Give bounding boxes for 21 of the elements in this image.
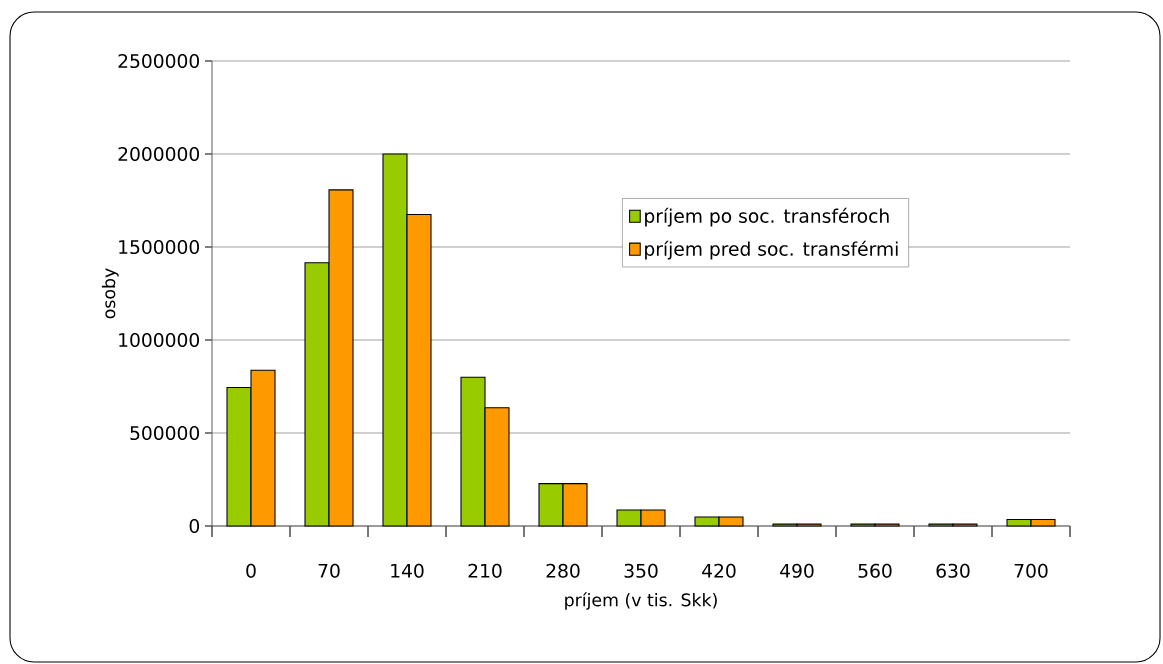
y-tick-label: 2000000	[118, 146, 200, 162]
x-tick-label: 210	[468, 563, 502, 578]
x-tick-label: 140	[391, 563, 424, 578]
x-tick-label: 630	[936, 563, 970, 578]
x-tick-label: 700	[1014, 563, 1048, 578]
y-tick-label: 1500000	[119, 239, 200, 255]
y-tick-label: 500000	[130, 425, 200, 441]
y-tick-label: 0	[189, 518, 200, 534]
y-tick-label: 1000000	[119, 332, 200, 348]
x-tick-label: 350	[624, 563, 658, 578]
legend-label: príjem pred soc. transférmi	[645, 240, 898, 260]
y-axis-title: osoby	[101, 268, 119, 319]
x-tick-label: 490	[780, 563, 814, 578]
x-tick-label: 70	[318, 563, 340, 578]
legend-label: príjem po soc. transféroch	[645, 207, 889, 227]
x-axis-title: príjem (v tis. Skk)	[565, 592, 717, 610]
y-tick-label: 2500000	[118, 53, 200, 69]
x-tick-label: 560	[858, 563, 892, 578]
x-tick-label: 420	[702, 563, 736, 578]
x-tick-label: 280	[546, 563, 580, 578]
x-tick-label: 0	[246, 563, 256, 578]
